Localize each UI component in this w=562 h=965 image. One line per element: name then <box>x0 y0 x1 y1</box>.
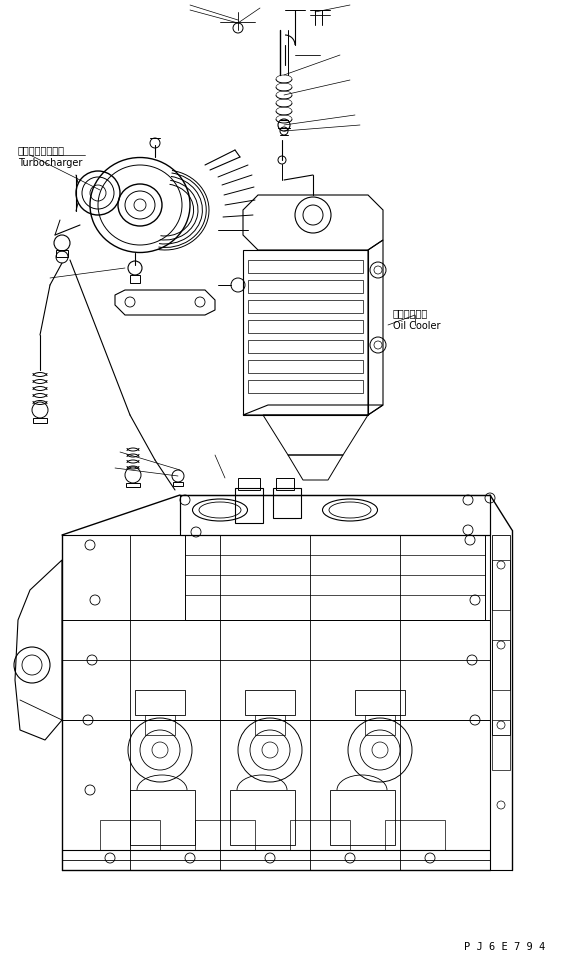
Bar <box>126 483 140 487</box>
Bar <box>248 260 363 273</box>
Bar <box>276 478 294 490</box>
Bar <box>492 720 510 770</box>
Bar <box>248 280 363 293</box>
Bar <box>248 320 363 333</box>
Bar <box>355 690 405 715</box>
Text: ターボチャージャ: ターボチャージャ <box>18 145 65 155</box>
Bar <box>185 535 485 620</box>
Bar <box>245 690 295 715</box>
Bar <box>330 790 395 845</box>
Bar <box>173 482 183 486</box>
Bar <box>56 250 68 257</box>
Text: Turbocharger: Turbocharger <box>18 158 83 168</box>
Bar <box>365 715 395 735</box>
Bar <box>135 690 185 715</box>
Bar <box>130 275 140 283</box>
Bar <box>492 535 510 735</box>
Text: P J 6 E 7 9 4: P J 6 E 7 9 4 <box>464 942 545 952</box>
Bar <box>273 488 301 518</box>
Bar <box>492 560 510 610</box>
Bar <box>255 715 285 735</box>
Bar <box>195 820 255 850</box>
Bar <box>33 418 47 423</box>
Bar <box>238 478 260 490</box>
Bar <box>230 790 295 845</box>
Bar <box>235 488 263 523</box>
Bar <box>145 715 175 735</box>
Bar <box>492 640 510 690</box>
Bar <box>100 820 160 850</box>
Bar <box>385 820 445 850</box>
Bar <box>290 820 350 850</box>
Bar <box>248 340 363 353</box>
Bar <box>248 380 363 393</box>
Bar <box>180 495 490 535</box>
Bar <box>130 790 195 845</box>
Bar <box>248 300 363 313</box>
Bar <box>248 360 363 373</box>
Text: オイルクーラ: オイルクーラ <box>393 308 428 318</box>
Text: Oil Cooler: Oil Cooler <box>393 321 441 331</box>
